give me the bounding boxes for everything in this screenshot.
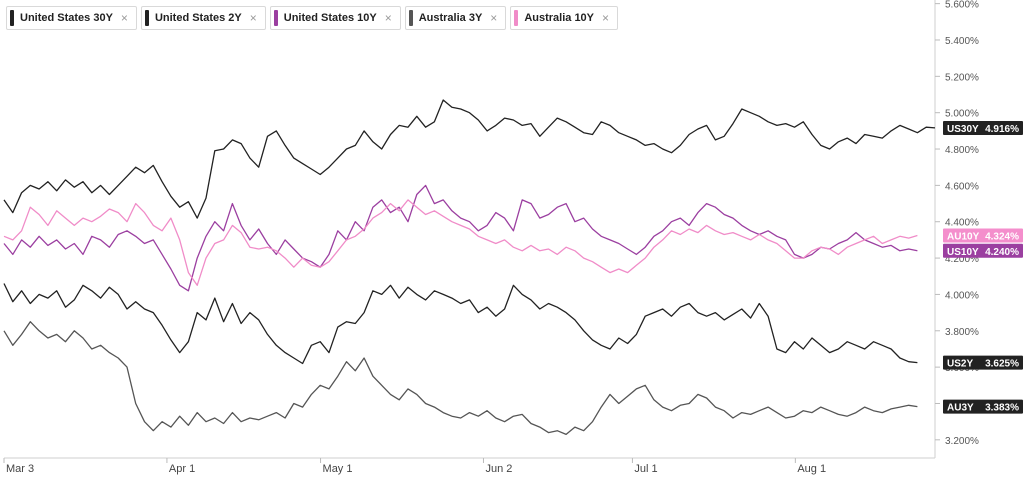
series-swatch [514, 10, 519, 26]
legend-label: United States 2Y [154, 12, 242, 24]
x-tick-label: Mar 3 [6, 463, 34, 475]
y-tick-label: 4.600% [945, 181, 979, 192]
last-value-tag-name: US2Y [947, 359, 973, 370]
last-value-tag-au3y: AU3Y 3.383% [943, 399, 1023, 414]
close-icon[interactable]: × [249, 11, 257, 25]
last-value-tag-name: US10Y [947, 247, 979, 258]
y-tick-label: 5.200% [945, 72, 979, 83]
last-value-tag-bg [943, 228, 1023, 243]
last-value-tag-us30y: US30Y 4.916% [943, 120, 1023, 135]
last-value-tag-value: 3.625% [985, 359, 1019, 370]
legend-item-us2y[interactable]: United States 2Y × [140, 6, 266, 30]
x-tick-label: May 1 [323, 463, 353, 475]
x-tick-label: Jul 1 [634, 463, 657, 475]
legend-item-us30y[interactable]: United States 30Y × [6, 6, 137, 30]
y-tick-label: 5.400% [945, 36, 979, 47]
close-icon[interactable]: × [490, 11, 498, 25]
y-axis: 3.200%3.400%3.600%3.800%4.000%4.200%4.40… [935, 0, 979, 447]
series-swatch [408, 10, 413, 26]
y-tick-label: 3.200% [945, 436, 979, 447]
legend-item-au10y[interactable]: Australia 10Y × [510, 6, 619, 30]
last-value-tag-bg [943, 243, 1023, 258]
series-swatch [273, 10, 278, 26]
series-swatch [144, 10, 149, 26]
series-line-us10y [3, 184, 918, 292]
last-value-tags: US30Y 4.916% US10Y 4.240% AU10Y 4.324% US2Y 3.6… [943, 120, 1023, 414]
legend-item-au3y[interactable]: Australia 3Y × [404, 6, 507, 30]
x-tick-label: Aug 1 [797, 463, 826, 475]
series-layer [3, 99, 936, 436]
last-value-tag-name: AU10Y [947, 232, 980, 243]
y-tick-label: 3.800% [945, 327, 979, 338]
legend-label: Australia 10Y [524, 12, 595, 24]
last-value-tag-us2y: US2Y 3.625% [943, 355, 1023, 370]
legend-label: Australia 3Y [418, 12, 483, 24]
last-value-tag-value: 3.383% [985, 403, 1019, 414]
last-value-tag-au10y: AU10Y 4.324% [943, 228, 1023, 243]
last-value-tag-value: 4.916% [985, 124, 1019, 135]
last-value-tag-name: US30Y [947, 124, 979, 135]
legend-item-us10y[interactable]: United States 10Y × [269, 6, 401, 30]
series-line-au3y [3, 321, 918, 436]
series-line-au10y [3, 199, 918, 286]
legend-label: United States 30Y [20, 12, 113, 24]
y-tick-label: 5.600% [945, 0, 979, 11]
close-icon[interactable]: × [384, 11, 392, 25]
last-value-tag-bg [943, 355, 1023, 370]
last-value-tag-bg [943, 120, 1023, 135]
x-axis: Mar 3 Apr 1 May 1 Jun 2 Jul 1 Aug 1 [3, 458, 826, 475]
last-value-tag-us10y: US10Y 4.240% [943, 243, 1023, 258]
y-tick-label: 4.800% [945, 145, 979, 156]
last-value-tag-value: 4.324% [985, 232, 1019, 243]
close-icon[interactable]: × [120, 11, 128, 25]
last-value-tag-name: AU3Y [947, 403, 974, 414]
series-line-us2y [3, 283, 918, 365]
close-icon[interactable]: × [602, 11, 610, 25]
x-tick-label: Apr 1 [169, 463, 195, 475]
legend: United States 30Y × United States 2Y × U… [6, 6, 619, 30]
legend-label: United States 10Y [283, 12, 377, 24]
x-tick-label: Jun 2 [485, 463, 512, 475]
y-tick-label: 4.400% [945, 218, 979, 229]
y-tick-label: 4.000% [945, 290, 979, 301]
series-swatch [10, 10, 14, 26]
last-value-tag-value: 4.240% [985, 247, 1019, 258]
series-line-us30y [3, 99, 936, 219]
y-tick-label: 4.200% [945, 254, 979, 265]
last-value-tag-bg [943, 399, 1023, 414]
y-tick-label: 5.000% [945, 109, 979, 120]
